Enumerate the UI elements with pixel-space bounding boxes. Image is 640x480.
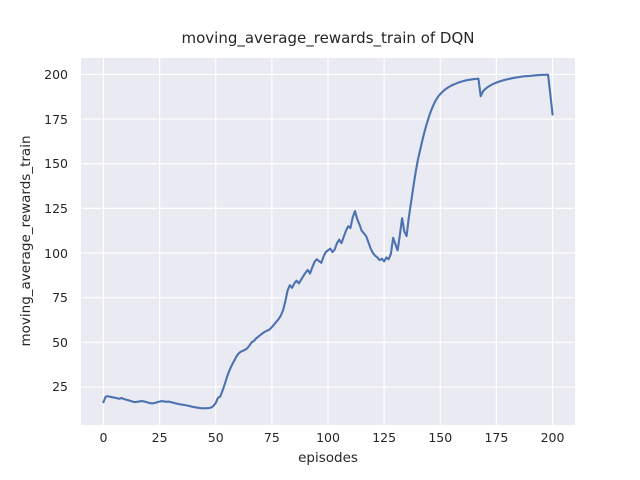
x-tick-label: 0 bbox=[99, 430, 108, 445]
y-tick-label: 75 bbox=[52, 290, 68, 306]
x-axis-label: episodes bbox=[298, 450, 358, 466]
y-tick-label: 50 bbox=[52, 334, 68, 350]
y-tick-label: 125 bbox=[44, 200, 68, 216]
x-tick-label: 175 bbox=[484, 430, 509, 445]
series-line bbox=[102, 73, 554, 410]
y-tick-label: 100 bbox=[44, 245, 68, 261]
x-tick-label: 25 bbox=[151, 430, 168, 445]
x-tick-label: 100 bbox=[316, 430, 340, 445]
plot-area bbox=[81, 58, 575, 425]
y-tick-label: 25 bbox=[52, 379, 68, 395]
y-tick-label: 200 bbox=[44, 66, 68, 82]
x-tick-label: 75 bbox=[263, 430, 280, 445]
y-tick-label: 150 bbox=[44, 156, 68, 172]
x-tick-label: 125 bbox=[372, 430, 397, 445]
line-chart bbox=[81, 58, 575, 425]
chart-title: moving_average_rewards_train of DQN bbox=[181, 29, 475, 47]
y-tick-label: 175 bbox=[44, 111, 68, 127]
x-tick-label: 50 bbox=[207, 430, 224, 445]
x-tick-label: 150 bbox=[428, 430, 453, 445]
x-tick-label: 200 bbox=[540, 430, 565, 445]
